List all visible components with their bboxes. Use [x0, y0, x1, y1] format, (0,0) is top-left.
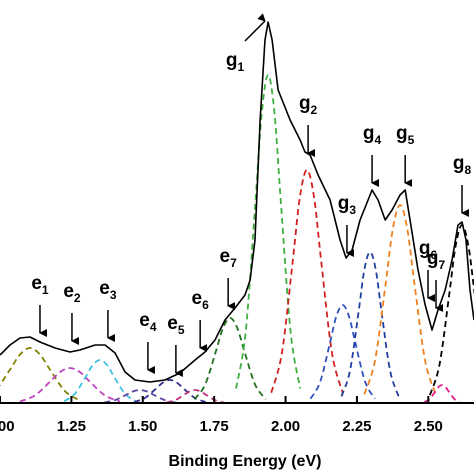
- annotation-arrow: [244, 13, 266, 42]
- component-curve: [235, 74, 302, 389]
- x-axis-label: Binding Energy (eV): [169, 453, 322, 470]
- component-curve: [19, 367, 121, 403]
- annotation-subscript: 3: [349, 203, 356, 217]
- x-tick-label: 1.25: [57, 418, 86, 435]
- annotation-subscript: 7: [438, 258, 445, 272]
- x-tick-label: 1.75: [200, 418, 229, 435]
- component-curve: [104, 389, 176, 403]
- annotation-letter: g: [427, 248, 439, 269]
- annotation-letter: e: [192, 288, 203, 309]
- annotation-subscript: 3: [110, 288, 117, 302]
- annotation-subscript: 4: [375, 133, 382, 147]
- annotation-letter: g: [299, 93, 311, 114]
- annotation-subscript: 5: [408, 133, 415, 147]
- component-curve: [193, 317, 267, 400]
- component-curve: [270, 169, 344, 393]
- annotation-label: e7: [220, 246, 238, 270]
- annotation-label: e2: [63, 281, 81, 305]
- x-tick-label: 2.00: [271, 418, 300, 435]
- component-curve: [423, 384, 461, 403]
- annotation-letter: e: [139, 310, 150, 331]
- annotation-letter: g: [226, 50, 238, 71]
- annotation-subscript: 5: [178, 323, 185, 337]
- annotation-label: e1: [31, 273, 49, 297]
- annotation-subscript: 6: [430, 248, 437, 262]
- annotation-letter: e: [31, 273, 42, 294]
- annotation-letter: g: [419, 238, 431, 259]
- annotation-label: g1: [226, 50, 245, 74]
- annotation-label: e3: [99, 278, 117, 302]
- annotation-label: g8: [453, 153, 472, 177]
- annotation-label: e6: [192, 288, 210, 312]
- plot-area: [0, 21, 474, 403]
- annotation-label: g6: [419, 238, 438, 262]
- component-curve: [0, 347, 81, 402]
- annotation-label: g3: [338, 193, 357, 217]
- component-curve: [133, 379, 206, 403]
- annotation-label: g4: [363, 123, 382, 147]
- annotation-subscript: 1: [42, 283, 49, 297]
- annotation-subscript: 7: [230, 256, 237, 270]
- annotation-letter: e: [99, 278, 110, 299]
- annotation-label: g7: [427, 248, 446, 272]
- component-curve: [63, 359, 137, 402]
- x-tick-label: 1.50: [128, 418, 157, 435]
- spectrum-line: [0, 21, 474, 383]
- annotation-subscript: 4: [150, 320, 157, 334]
- x-tick-label: 2.25: [342, 418, 371, 435]
- x-tick-label: 1.00: [0, 418, 15, 435]
- annotation-label: e4: [139, 310, 157, 334]
- component-curve: [166, 389, 224, 403]
- annotation-subscript: 2: [74, 291, 81, 305]
- component-curve: [309, 304, 376, 400]
- annotation-letter: g: [396, 123, 408, 144]
- annotation-subscript: 6: [202, 298, 209, 312]
- x-tick-label: 2.50: [414, 418, 443, 435]
- annotation-subscript: 8: [464, 163, 471, 177]
- annotation-letter: e: [63, 281, 74, 302]
- annotation-letter: e: [220, 246, 231, 267]
- annotation-letter: g: [453, 153, 465, 174]
- component-curve: [340, 251, 400, 397]
- annotation-label: g2: [299, 93, 318, 117]
- annotation-label: e5: [167, 313, 185, 337]
- annotation-subscript: 1: [237, 60, 244, 74]
- annotation-letter: g: [338, 193, 350, 214]
- annotation-subscript: 2: [311, 103, 318, 117]
- annotation-letter: e: [167, 313, 178, 334]
- annotation-label: g5: [396, 123, 415, 147]
- component-curve: [363, 204, 437, 395]
- annotation-letter: g: [363, 123, 375, 144]
